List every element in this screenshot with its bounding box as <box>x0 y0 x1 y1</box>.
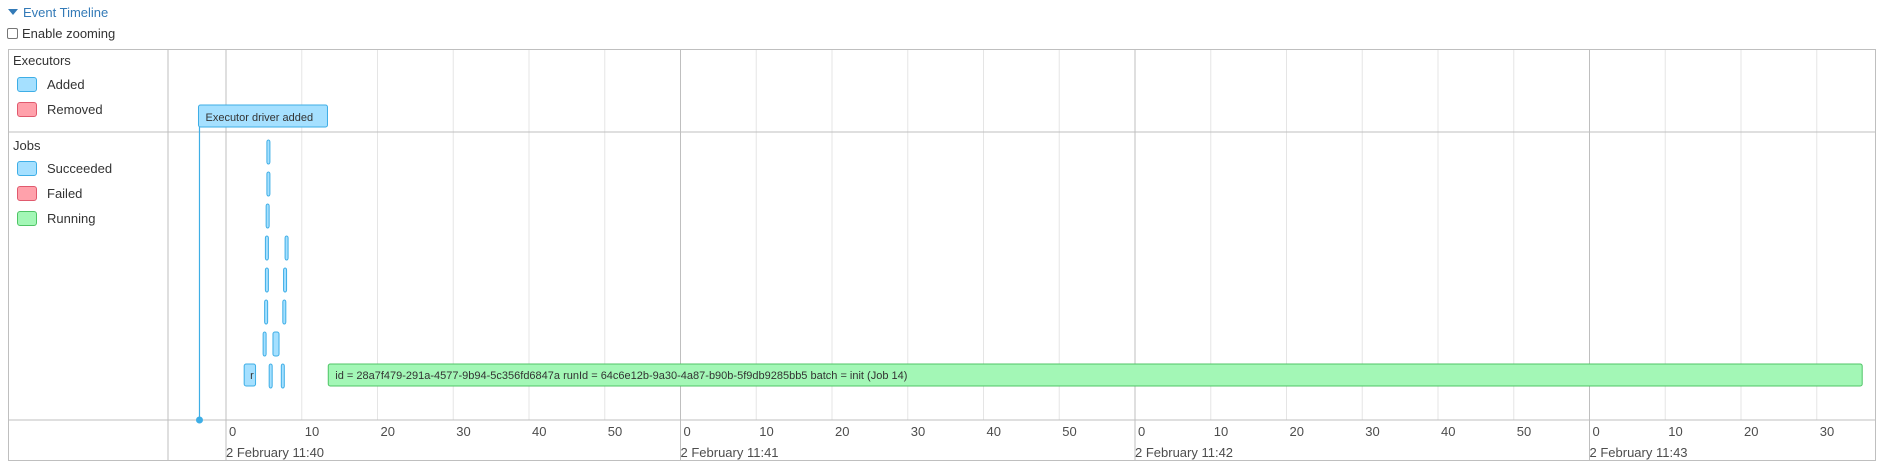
legend-swatch-removed <box>17 102 37 117</box>
job-succeeded-bar[interactable] <box>284 235 289 261</box>
legend-swatch-added <box>17 77 37 92</box>
legend-swatch-succeeded <box>17 161 37 176</box>
legend-item-running: Running <box>17 211 95 226</box>
axis-tick-label: 50 <box>1062 424 1076 439</box>
job-succeeded-bar[interactable] <box>283 267 288 293</box>
axis-tick-label: 20 <box>835 424 849 439</box>
legend-swatch-running <box>17 211 37 226</box>
axis-major-label: 2 February 11:41 <box>681 445 779 460</box>
legend-item-added: Added <box>17 77 85 92</box>
timeline-frame <box>8 49 1876 461</box>
job-succeeded-bar[interactable] <box>280 363 285 389</box>
event-timeline-toggle[interactable]: Event Timeline <box>8 4 108 20</box>
job-succeeded-bar[interactable] <box>265 203 270 229</box>
job-running-bar[interactable] <box>327 363 1863 387</box>
axis-tick-label: 50 <box>608 424 622 439</box>
job-succeeded-bar[interactable] <box>266 139 271 165</box>
axis-tick-label: 0 <box>1138 424 1145 439</box>
legend-label-failed: Failed <box>47 186 83 201</box>
axis-tick-label: 30 <box>1365 424 1379 439</box>
job-succeeded-bar[interactable] <box>262 331 267 357</box>
enable-zooming-label: Enable zooming <box>22 25 116 41</box>
legend-item-removed: Removed <box>17 102 103 117</box>
legend-label-added: Added <box>47 77 85 92</box>
job-succeeded-label: r <box>250 370 254 382</box>
job-succeeded-bar[interactable] <box>268 363 273 389</box>
legend-label-running: Running <box>47 211 96 226</box>
enable-zooming-row[interactable]: Enable zooming <box>7 24 115 42</box>
axis-tick-label: 50 <box>1517 424 1531 439</box>
axis-major-label: 2 February 11:43 <box>1590 445 1688 460</box>
axis-tick-label: 10 <box>305 424 319 439</box>
axis-major-label: 2 February 11:42 <box>1135 445 1233 460</box>
job-succeeded-bar[interactable] <box>272 331 280 357</box>
axis-tick-label: 0 <box>684 424 691 439</box>
executor-event-box[interactable] <box>197 104 328 128</box>
legend-label-removed: Removed <box>47 102 103 117</box>
axis-tick-label: 10 <box>759 424 773 439</box>
job-running-label: id = 28a7f479-291a-4577-9b94-5c356fd6847… <box>335 370 907 382</box>
axis-tick-label: 40 <box>532 424 546 439</box>
axis-tick-label: 20 <box>381 424 395 439</box>
axis-tick-label: 20 <box>1744 424 1758 439</box>
legend-item-failed: Failed <box>17 186 82 201</box>
axis-tick-label: 10 <box>1214 424 1228 439</box>
executors-group-title: Executors <box>13 53 71 68</box>
executor-event-dot <box>195 416 203 424</box>
job-succeeded-bar[interactable] <box>264 235 269 261</box>
axis-tick-label: 10 <box>1668 424 1682 439</box>
axis-tick-label: 30 <box>456 424 470 439</box>
event-timeline-title: Event Timeline <box>23 4 109 20</box>
enable-zooming-checkbox[interactable] <box>7 27 18 39</box>
axis-tick-label: 40 <box>1441 424 1455 439</box>
jobs-group-title: Jobs <box>13 138 41 153</box>
axis-tick-label: 30 <box>911 424 925 439</box>
job-succeeded-bar[interactable] <box>282 299 287 325</box>
axis-tick-label: 0 <box>1593 424 1600 439</box>
legend-label-succeeded: Succeeded <box>47 161 113 176</box>
job-succeeded-bar[interactable] <box>264 299 269 325</box>
executor-event-label: Executor driver added <box>205 112 313 124</box>
caret-down-icon <box>8 9 18 15</box>
job-succeeded-bar[interactable] <box>264 267 269 293</box>
legend-swatch-failed <box>17 186 37 201</box>
job-succeeded-bar[interactable] <box>266 171 271 197</box>
axis-tick-label: 20 <box>1290 424 1304 439</box>
axis-tick-label: 0 <box>229 424 236 439</box>
legend-item-succeeded: Succeeded <box>17 161 112 176</box>
axis-tick-label: 30 <box>1820 424 1834 439</box>
job-succeeded-bar[interactable] <box>243 363 257 387</box>
axis-tick-label: 40 <box>987 424 1001 439</box>
axis-major-label: 2 February 11:40 <box>226 445 324 460</box>
